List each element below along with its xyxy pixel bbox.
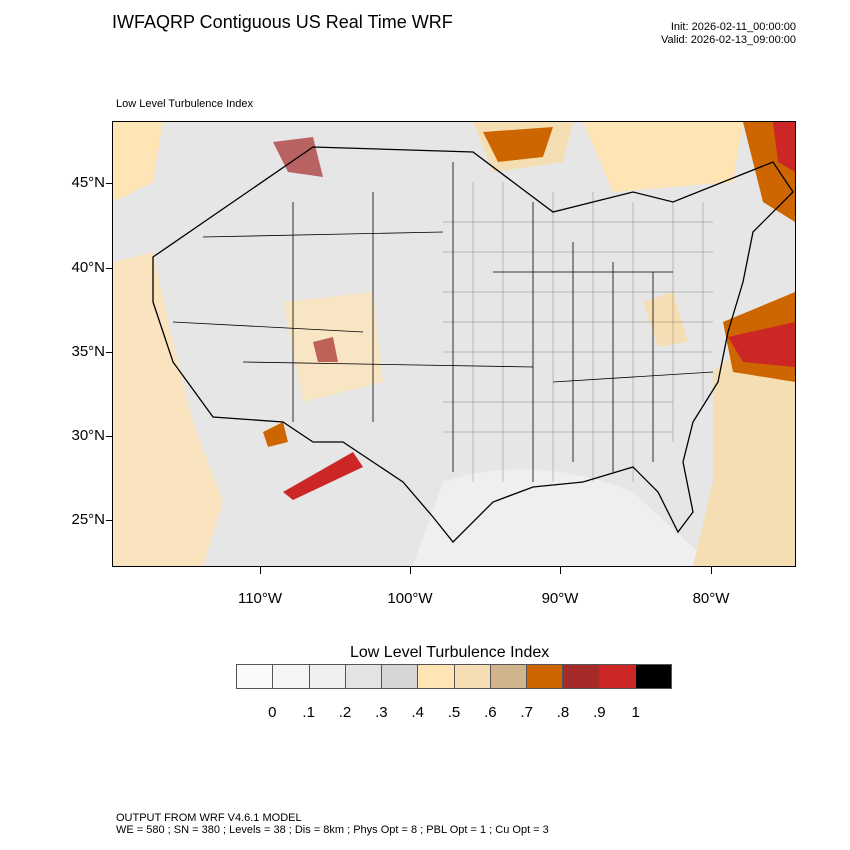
init-time: Init: 2026-02-11_00:00:00 xyxy=(670,21,796,33)
lat-tick xyxy=(106,183,112,184)
colorbar-label: .7 xyxy=(520,704,533,721)
colorbar-swatch xyxy=(527,665,564,688)
model-info: OUTPUT FROM WRF V4.6.1 MODEL xyxy=(116,812,302,824)
colorbar-swatch xyxy=(563,665,600,688)
colorbar-label: .9 xyxy=(593,704,606,721)
lat-label: 45°N xyxy=(71,174,105,191)
lat-tick xyxy=(106,268,112,269)
colorbar-swatch xyxy=(599,665,636,688)
lat-label: 30°N xyxy=(71,427,105,444)
lat-tick xyxy=(106,352,112,353)
colorbar-label: .8 xyxy=(556,704,570,721)
lon-tick xyxy=(560,567,561,574)
colorbar xyxy=(236,664,672,689)
colorbar-label: 1 xyxy=(631,704,640,721)
colorbar-swatch xyxy=(635,665,671,688)
lon-label: 100°W xyxy=(387,590,433,607)
colorbar-swatch xyxy=(454,665,491,688)
colorbar-label: .6 xyxy=(484,704,497,721)
colorbar-label: .4 xyxy=(411,704,424,721)
lon-label: 90°W xyxy=(541,590,579,607)
lat-label: 25°N xyxy=(71,511,105,528)
plot-title: IWFAQRP Contiguous US Real Time WRF xyxy=(112,12,453,32)
colorbar-title: Low Level Turbulence Index xyxy=(350,644,550,661)
colorbar-label: .2 xyxy=(338,704,352,721)
lon-label: 80°W xyxy=(692,590,730,607)
colorbar-label: 0 xyxy=(268,704,277,721)
lat-label: 35°N xyxy=(71,343,105,360)
map-canvas xyxy=(113,122,795,566)
lon-tick xyxy=(260,567,261,574)
field-label: Low Level Turbulence Index xyxy=(116,98,253,110)
colorbar-label: .5 xyxy=(447,704,461,721)
lat-tick xyxy=(106,520,112,521)
colorbar-swatch xyxy=(382,665,419,688)
colorbar-label: .3 xyxy=(375,704,388,721)
lat-tick xyxy=(106,436,112,437)
colorbar-swatch xyxy=(490,665,527,688)
colorbar-label: .1 xyxy=(302,704,315,721)
lon-tick xyxy=(410,567,411,574)
colorbar-swatch xyxy=(345,665,382,688)
colorbar-swatch xyxy=(309,665,346,688)
lon-label: 110°W xyxy=(237,590,283,607)
lat-label: 40°N xyxy=(71,259,105,276)
lon-tick xyxy=(711,567,712,574)
colorbar-swatch xyxy=(237,665,274,688)
turbulence-map xyxy=(112,121,796,567)
model-config: WE = 580 ; SN = 380 ; Levels = 38 ; Dis … xyxy=(116,824,549,836)
valid-time: Valid: 2026-02-13_09:00:00 xyxy=(661,34,796,46)
colorbar-swatch xyxy=(273,665,310,688)
colorbar-swatch xyxy=(418,665,455,688)
